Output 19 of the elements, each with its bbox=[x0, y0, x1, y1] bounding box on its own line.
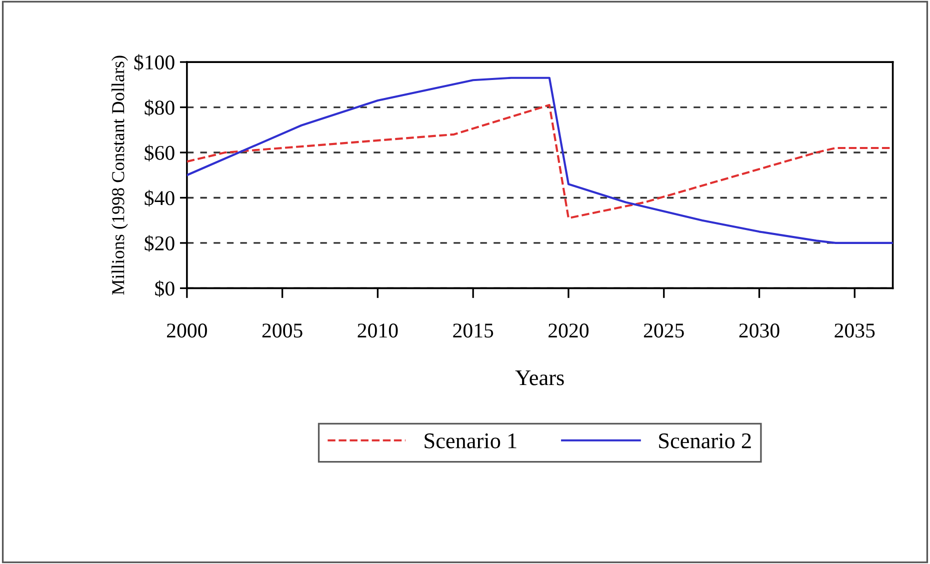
y-tick-label: $80 bbox=[144, 99, 174, 116]
x-tick-label: 2020 bbox=[548, 324, 589, 338]
x-tick-label: 2015 bbox=[453, 324, 494, 338]
x-tick-label: 2035 bbox=[834, 324, 875, 338]
y-tick-label: $20 bbox=[144, 235, 174, 252]
x-tick-label: 2000 bbox=[167, 324, 207, 338]
y-axis-title: Millions (1998 Constant Dollars) bbox=[112, 56, 128, 295]
legend-label: Scenario 2 bbox=[659, 433, 751, 448]
x-tick-label: 2005 bbox=[262, 324, 302, 338]
y-tick-label: $0 bbox=[155, 280, 174, 298]
x-axis-title: Years bbox=[515, 370, 564, 386]
line-series bbox=[186, 76, 893, 244]
x-tick-label: 2025 bbox=[644, 324, 684, 338]
x-tick-label: 2030 bbox=[739, 324, 780, 338]
y-tick-label: $60 bbox=[144, 144, 174, 162]
x-tick-label: 2010 bbox=[358, 324, 398, 338]
legend-label: Scenario 1 bbox=[424, 433, 516, 448]
y-tick-label: $100 bbox=[134, 54, 174, 71]
y-tick-label: $40 bbox=[144, 190, 174, 207]
